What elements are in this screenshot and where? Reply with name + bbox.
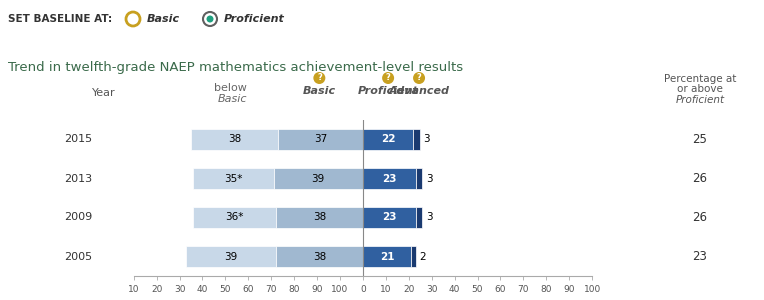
Bar: [416, 207, 422, 228]
Text: 2015: 2015: [64, 134, 92, 145]
Bar: [411, 246, 416, 267]
Text: below: below: [214, 83, 251, 93]
Bar: [193, 168, 274, 189]
Text: 26: 26: [692, 172, 707, 185]
Circle shape: [382, 72, 394, 84]
Text: 23: 23: [382, 173, 397, 184]
Text: Percentage at: Percentage at: [664, 74, 736, 84]
Bar: [276, 207, 363, 228]
Bar: [413, 129, 420, 150]
Text: 37: 37: [314, 134, 327, 145]
Text: SET BASELINE AT:: SET BASELINE AT:: [8, 14, 112, 24]
Text: 39: 39: [312, 173, 325, 184]
Text: 38: 38: [312, 212, 326, 223]
Bar: [416, 168, 422, 189]
Text: 2: 2: [419, 251, 426, 262]
Bar: [276, 246, 363, 267]
Circle shape: [203, 12, 217, 26]
Text: Basic: Basic: [218, 94, 247, 104]
Text: Proficient: Proficient: [358, 86, 419, 96]
Text: 35*: 35*: [224, 173, 243, 184]
Text: Basic: Basic: [147, 14, 180, 24]
Text: 22: 22: [381, 134, 395, 145]
Bar: [363, 168, 416, 189]
Text: Trend in twelfth-grade NAEP mathematics achievement-level results: Trend in twelfth-grade NAEP mathematics …: [8, 61, 463, 74]
Text: 23: 23: [382, 212, 397, 223]
Circle shape: [313, 72, 325, 84]
Text: 36*: 36*: [225, 212, 244, 223]
Text: ?: ?: [386, 74, 390, 82]
Bar: [274, 168, 363, 189]
Text: 3: 3: [423, 134, 430, 145]
Text: Proficient: Proficient: [675, 95, 724, 105]
Circle shape: [413, 72, 425, 84]
Bar: [363, 207, 416, 228]
Bar: [363, 129, 413, 150]
Text: 23: 23: [692, 250, 707, 263]
Text: 25: 25: [692, 133, 707, 146]
Text: or above: or above: [677, 84, 723, 94]
Text: 38: 38: [312, 251, 326, 262]
Text: 39: 39: [225, 251, 238, 262]
Bar: [186, 246, 276, 267]
Text: 21: 21: [380, 251, 394, 262]
Text: 2013: 2013: [64, 173, 92, 184]
Text: 26: 26: [692, 211, 707, 224]
Text: ?: ?: [317, 74, 322, 82]
Bar: [278, 129, 363, 150]
Text: Proficient: Proficient: [224, 14, 285, 24]
Bar: [363, 246, 411, 267]
Bar: [193, 207, 276, 228]
Text: 38: 38: [228, 134, 241, 145]
Text: Advanced: Advanced: [389, 86, 449, 96]
Text: Year: Year: [92, 88, 115, 98]
Text: Basic: Basic: [303, 86, 336, 96]
Text: ?: ?: [416, 74, 422, 82]
Text: 2009: 2009: [64, 212, 92, 223]
Text: 2005: 2005: [64, 251, 92, 262]
Circle shape: [206, 16, 213, 22]
Bar: [191, 129, 278, 150]
Text: 3: 3: [426, 212, 432, 223]
Text: 3: 3: [426, 173, 432, 184]
